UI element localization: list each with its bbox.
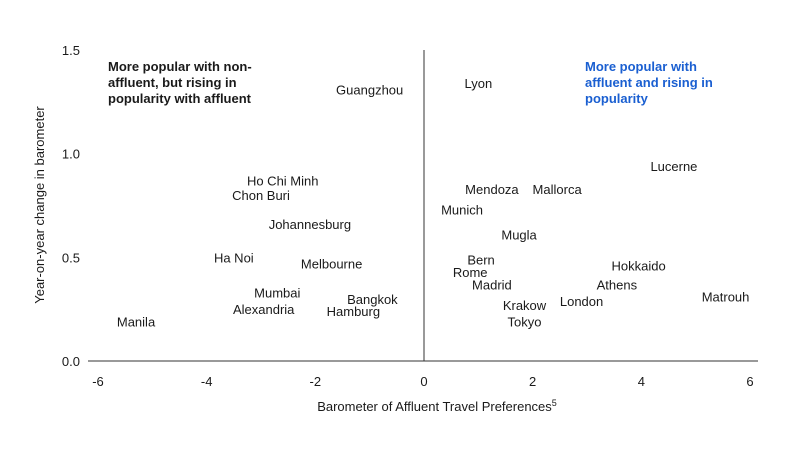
y-tick-label: 0.0 bbox=[62, 354, 80, 369]
quadrant-notes: More popular with non-affluent, but risi… bbox=[108, 59, 713, 106]
point-label: Manila bbox=[117, 315, 156, 330]
x-tick-label: 2 bbox=[529, 374, 536, 389]
point-label: Mugla bbox=[501, 228, 537, 243]
point-label: Krakow bbox=[503, 298, 547, 313]
point-label: Ho Chi Minh bbox=[247, 174, 319, 189]
point-label: Alexandria bbox=[233, 302, 295, 317]
x-axis-label-superscript: 5 bbox=[552, 398, 557, 408]
point-label: Mallorca bbox=[533, 182, 583, 197]
y-tick-label: 0.5 bbox=[62, 250, 80, 265]
x-tick-label: 0 bbox=[420, 374, 427, 389]
point-label: Bern bbox=[467, 252, 494, 267]
y-tick-label: 1.5 bbox=[62, 43, 80, 58]
point-label: Hokkaido bbox=[612, 259, 666, 274]
x-axis-label-text: Barometer of Affluent Travel Preferences bbox=[317, 399, 552, 414]
quadrant-note-line: More popular with non- bbox=[108, 59, 252, 74]
quadrant-note-line: popularity bbox=[585, 91, 649, 106]
x-tick-label: 6 bbox=[746, 374, 753, 389]
quadrant-note-line: popularity with affluent bbox=[108, 91, 252, 106]
axes bbox=[88, 50, 758, 362]
point-label: Ha Noi bbox=[214, 250, 254, 265]
point-label: Munich bbox=[441, 203, 483, 218]
point-label: Bangkok bbox=[347, 292, 398, 307]
x-tick-label: -2 bbox=[310, 374, 322, 389]
x-axis-label: Barometer of Affluent Travel Preferences… bbox=[317, 398, 557, 414]
point-label: Lucerne bbox=[650, 159, 697, 174]
point-label: Mendoza bbox=[465, 182, 519, 197]
point-label: Madrid bbox=[472, 277, 512, 292]
quadrant-note-top-left: More popular with non-affluent, but risi… bbox=[108, 59, 252, 106]
quadrant-note-line: affluent, but rising in bbox=[108, 75, 237, 90]
point-label: Chon Buri bbox=[232, 188, 290, 203]
point-label: Hamburg bbox=[327, 304, 380, 319]
point-label: Johannesburg bbox=[269, 217, 351, 232]
tick-labels: -6 -4 -2 0 2 4 6 0.0 0.5 1.0 1.5 bbox=[62, 43, 754, 389]
point-label: Matrouh bbox=[702, 290, 750, 305]
quadrant-note-line: More popular with bbox=[585, 59, 697, 74]
quadrant-note-line: affluent and rising in bbox=[585, 75, 713, 90]
point-label: Guangzhou bbox=[336, 82, 403, 97]
x-tick-label: -4 bbox=[201, 374, 213, 389]
x-tick-label: 4 bbox=[638, 374, 645, 389]
point-label: Lyon bbox=[464, 76, 492, 91]
point-label: Athens bbox=[597, 277, 638, 292]
y-tick-label: 1.0 bbox=[62, 147, 80, 162]
point-label: Rome bbox=[453, 265, 488, 280]
point-label: Mumbai bbox=[254, 286, 300, 301]
y-axis-label: Year-on-year change in barometer bbox=[32, 106, 47, 304]
point-label: Melbourne bbox=[301, 257, 362, 272]
x-tick-label: -6 bbox=[92, 374, 104, 389]
point-label: Tokyo bbox=[508, 315, 542, 330]
quadrant-note-top-right: More popular with affluent and rising in p… bbox=[585, 59, 713, 106]
point-label: London bbox=[560, 294, 603, 309]
